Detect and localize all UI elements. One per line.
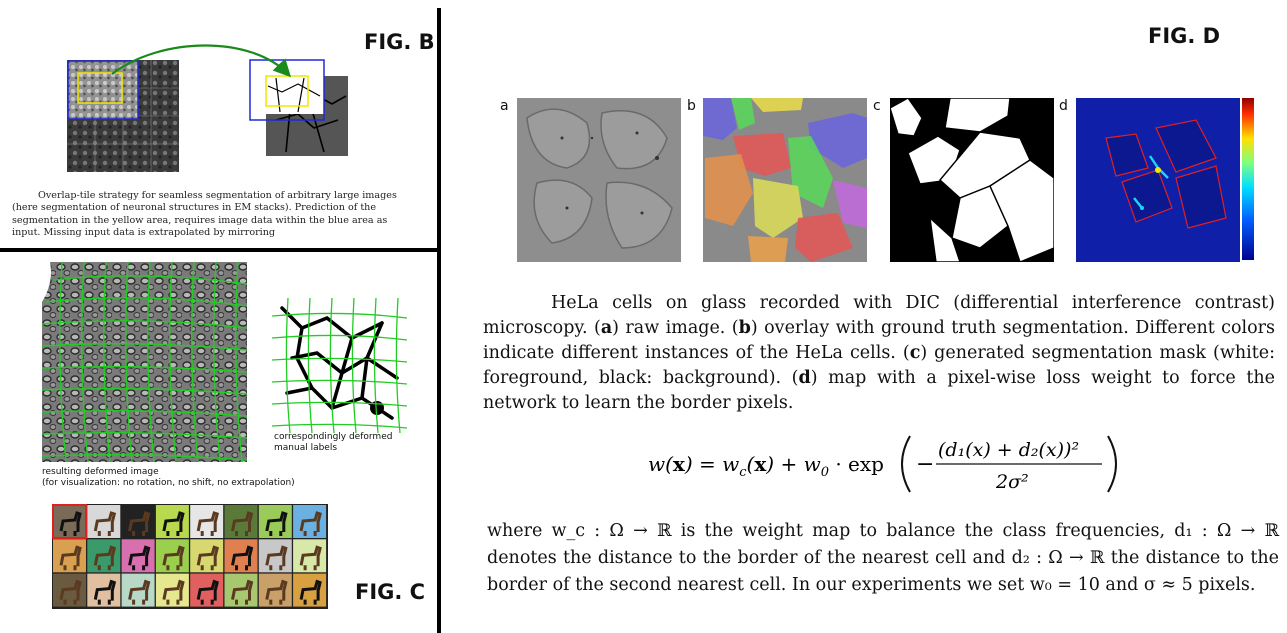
- deer-silhouette: [196, 545, 219, 571]
- deer-silhouette: [299, 579, 322, 605]
- horizontal-divider: [0, 248, 439, 252]
- deformed-image-caption-line2: (for visualization: no rotation, no shif…: [42, 477, 295, 488]
- deer-silhouette: [231, 579, 254, 605]
- caption-d-text: ) map with a pixel-wise loss weight to f…: [483, 368, 1275, 413]
- panel-c-segmentation-mask: [890, 98, 1054, 262]
- fig-d-label: FIG. D: [1148, 24, 1221, 48]
- deer-silhouette: [299, 545, 322, 571]
- overlap-tile-illustration: [67, 44, 348, 172]
- deer-silhouette: [265, 511, 288, 536]
- caption-a-text: ) raw image. (: [612, 318, 739, 338]
- where-paragraph: where w_c : Ω → ℝ is the weight map to b…: [487, 521, 1279, 595]
- fig-b-caption: Overlap-tile strategy for seamless segme…: [12, 190, 397, 239]
- deer-silhouette: [162, 545, 185, 571]
- panel-letter-d: d: [1059, 98, 1068, 114]
- original-thumbnail-highlight: [52, 504, 87, 539]
- equation-numerator: (d₁(x) + d₂(x))²: [938, 439, 1079, 461]
- equation-denominator: 2σ²: [995, 471, 1029, 493]
- deformed-labels-caption: correspondingly deformed manual labels: [274, 432, 392, 454]
- vertical-divider: [437, 8, 441, 633]
- deer-silhouette: [162, 579, 185, 605]
- deformed-image-caption: resulting deformed image (for visualizat…: [42, 467, 295, 489]
- caption-letter-c: c: [909, 343, 921, 363]
- deer-silhouette: [128, 579, 151, 605]
- deer-silhouette: [196, 579, 219, 605]
- deer-silhouette: [59, 579, 82, 605]
- deer-silhouette: [59, 545, 82, 571]
- panel-letter-c: c: [873, 98, 881, 114]
- deer-silhouette: [162, 511, 185, 536]
- caption-c-text: ) generated segmentation mask (white: fo…: [483, 343, 1275, 388]
- blue-input-area: [67, 60, 139, 120]
- overlap-arrow: [111, 44, 292, 78]
- deformation-grid: [42, 262, 247, 462]
- deer-silhouette: [196, 511, 219, 536]
- caption-letter-b: b: [738, 318, 751, 338]
- deer-silhouette: [231, 545, 254, 571]
- panel-letter-b: b: [687, 98, 696, 114]
- panel-b-overlay: [703, 98, 867, 262]
- caption-letter-d: d: [798, 368, 811, 388]
- panel-d-weight-map: [1076, 98, 1240, 262]
- deer-silhouette: [265, 579, 288, 605]
- panel-a-raw-image: [517, 98, 681, 262]
- colorbar-strip: [1242, 98, 1254, 260]
- deformed-labels-caption-line2: manual labels: [274, 442, 338, 453]
- deformed-manual-labels: [272, 298, 407, 433]
- panel-letter-a: a: [500, 98, 509, 114]
- yellow-prediction-area: [77, 72, 123, 104]
- caption-b-text: ) overlay with ground truth segmentation…: [483, 318, 1275, 363]
- deer-silhouette: [93, 579, 117, 605]
- deer-silhouette: [128, 511, 151, 536]
- deformed-labels-caption-line1: correspondingly deformed: [274, 432, 393, 442]
- deer-silhouette: [93, 511, 117, 536]
- deer-silhouette: [299, 511, 322, 536]
- fig-c-label: FIG. C: [355, 580, 426, 604]
- deer-silhouette: [128, 545, 151, 571]
- fig-b-label: FIG. B: [364, 30, 435, 54]
- weight-map-equation: w(x) = wc(x) + w0 · exp − (d₁(x) + d₂(x)…: [648, 435, 1117, 493]
- caption-letter-a: a: [600, 318, 613, 338]
- deformed-image-caption-line1: resulting deformed image: [42, 467, 159, 477]
- equation-lhs: w(x) = wc(x) + w0 · exp: [648, 452, 884, 480]
- caption-intro: HeLa cells on glass recorded with DIC (d…: [483, 293, 1275, 338]
- deer-silhouette: [59, 511, 82, 536]
- augmentation-thumbnails: [52, 504, 328, 609]
- deformed-image: [42, 262, 247, 462]
- deer-silhouette: [231, 511, 254, 536]
- fig-d-caption: HeLa cells on glass recorded with DIC (d…: [483, 291, 1275, 416]
- equation-minus: −: [916, 452, 934, 477]
- deer-silhouette: [93, 545, 117, 571]
- deer-silhouette: [265, 545, 288, 571]
